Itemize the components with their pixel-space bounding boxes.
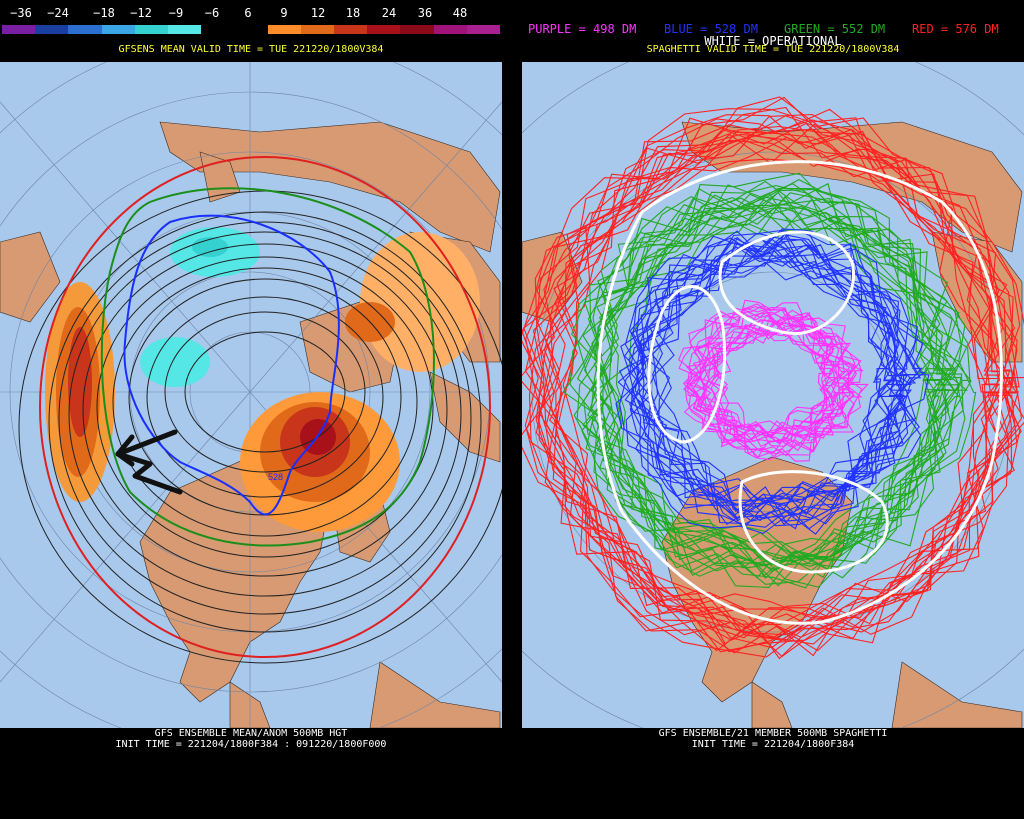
ensemble-member-contour xyxy=(522,158,1019,658)
colorbar-swatch xyxy=(466,25,501,34)
colorbar-swatch xyxy=(68,25,102,34)
spaghetti-map xyxy=(522,62,1024,728)
ensemble-member-contour xyxy=(625,261,905,535)
colorbar-label: 6 xyxy=(244,6,252,20)
ensemble-member-contour xyxy=(532,130,1024,641)
ensemble-member-contour xyxy=(537,96,1021,619)
colorbar-label: −6 xyxy=(204,6,220,20)
ensemble-mean-map: 528 xyxy=(0,62,502,728)
ensemble-member-contour xyxy=(648,228,918,513)
colorbar-swatch xyxy=(334,25,368,34)
ensemble-member-contour xyxy=(525,122,1000,653)
colorbar-swatch xyxy=(433,25,467,34)
map-title: GFSENS MEAN VALID TIME = TUE 221220/1800… xyxy=(118,44,384,55)
colorbar-label: 24 xyxy=(381,6,397,20)
colorbar-swatch xyxy=(234,25,268,34)
caption-line2: INIT TIME = 221204/1800F384 : 091220/180… xyxy=(115,739,387,750)
colorbar-swatch xyxy=(267,25,301,34)
ensemble-member-contour xyxy=(562,204,942,578)
ensemble-member-contour xyxy=(624,235,900,507)
colorbar-swatch xyxy=(300,25,335,34)
ensemble-member-contour xyxy=(522,118,1013,652)
contour-528 xyxy=(123,214,340,516)
ensemble-member-contour xyxy=(589,185,963,569)
ensemble-member-contour xyxy=(539,96,1011,626)
ensemble-member-contour xyxy=(689,304,834,444)
colorbar-label: 9 xyxy=(280,6,288,20)
ensemble-mean-panel: −36 −24 −18 −12 −9 −6 6 9 12 18 24 36 48… xyxy=(0,0,502,819)
spaghetti-panel: PURPLE = 498 DM BLUE = 528 DM GREEN = 55… xyxy=(522,0,1024,819)
colorbar-swatch xyxy=(35,25,69,34)
ensemble-member-contour xyxy=(536,128,992,649)
ensemble-member-contour xyxy=(597,198,960,587)
legend-red: RED = 576 DM xyxy=(912,22,999,36)
anomaly-colorbar xyxy=(2,25,501,34)
legend-blue: BLUE = 528 DM xyxy=(664,22,758,36)
contour-552 xyxy=(100,187,435,547)
ensemble-member-contour xyxy=(701,322,855,457)
contour-label: 528 xyxy=(268,472,283,482)
colorbar-swatch xyxy=(367,25,401,34)
colorbar-label: 18 xyxy=(345,6,361,20)
colorbar-swatch xyxy=(400,25,434,34)
colorbar-labels: −36 −24 −18 −12 −9 −6 6 9 12 18 24 36 48 xyxy=(0,6,502,20)
ensemble-member-contour xyxy=(631,253,913,527)
caption-line1: GFS ENSEMBLE MEAN/ANOM 500MB HGT xyxy=(154,728,348,739)
colorbar-label: −18 xyxy=(93,6,115,20)
colorbar-label: 36 xyxy=(417,6,433,20)
colorbar-label: −9 xyxy=(168,6,184,20)
colorbar-swatch xyxy=(101,25,135,34)
operational-contours xyxy=(596,160,1003,625)
ensemble-member-contour xyxy=(624,230,908,520)
colorbar-label: −24 xyxy=(47,6,69,20)
legend-purple: PURPLE = 498 DM xyxy=(528,22,637,36)
panel-divider xyxy=(502,0,522,819)
annotation-arrow xyxy=(115,429,183,495)
ensemble-member-contour xyxy=(576,183,950,560)
legend-white: WHITE = OPERATIONAL xyxy=(704,34,842,48)
ensemble-member-contour xyxy=(582,178,951,561)
colorbar-label: −36 xyxy=(10,6,32,20)
ensemble-member-contour xyxy=(699,312,854,445)
ensemble-member-contour xyxy=(591,196,951,585)
colorbar-swatch xyxy=(168,25,202,34)
legend-green: GREEN = 552 DM xyxy=(784,22,886,36)
ensemble-member-contour xyxy=(576,197,962,572)
colorbar-label: −12 xyxy=(130,6,152,20)
caption-line2: INIT TIME = 221204/1800F384 xyxy=(691,739,855,750)
ensemble-member-contour xyxy=(535,125,1013,660)
ensemble-member-contour xyxy=(554,138,1018,658)
ensemble-member-contour xyxy=(704,330,863,462)
ensemble-member-contour xyxy=(596,188,972,569)
ensemble-member-contour xyxy=(583,172,958,563)
ensemble-member-contour xyxy=(684,309,843,438)
ensemble-member-contour xyxy=(571,182,957,567)
caption-line1: GFS ENSEMBLE/21 MEMBER 500MB SPAGHETTI xyxy=(658,728,888,739)
ensemble-member-contour xyxy=(538,140,1018,657)
colorbar-swatch xyxy=(134,25,169,34)
land xyxy=(522,121,1023,728)
colorbar-swatch xyxy=(2,25,36,34)
ensemble-member-contour xyxy=(590,197,954,558)
ensemble-member-contour xyxy=(688,331,851,461)
ensemble-member-contour xyxy=(587,187,972,567)
ensemble-member-contour xyxy=(618,256,907,535)
ensemble-member-contour xyxy=(619,242,891,519)
map-title: SPAGHETTI VALID TIME = TUE 221220/1800V3… xyxy=(646,44,900,55)
colorbar-label: 12 xyxy=(310,6,326,20)
colorbar-swatch xyxy=(201,25,235,34)
contour-576 xyxy=(39,156,491,658)
colorbar-label: 48 xyxy=(452,6,468,20)
ensemble-member-contour xyxy=(712,318,869,441)
